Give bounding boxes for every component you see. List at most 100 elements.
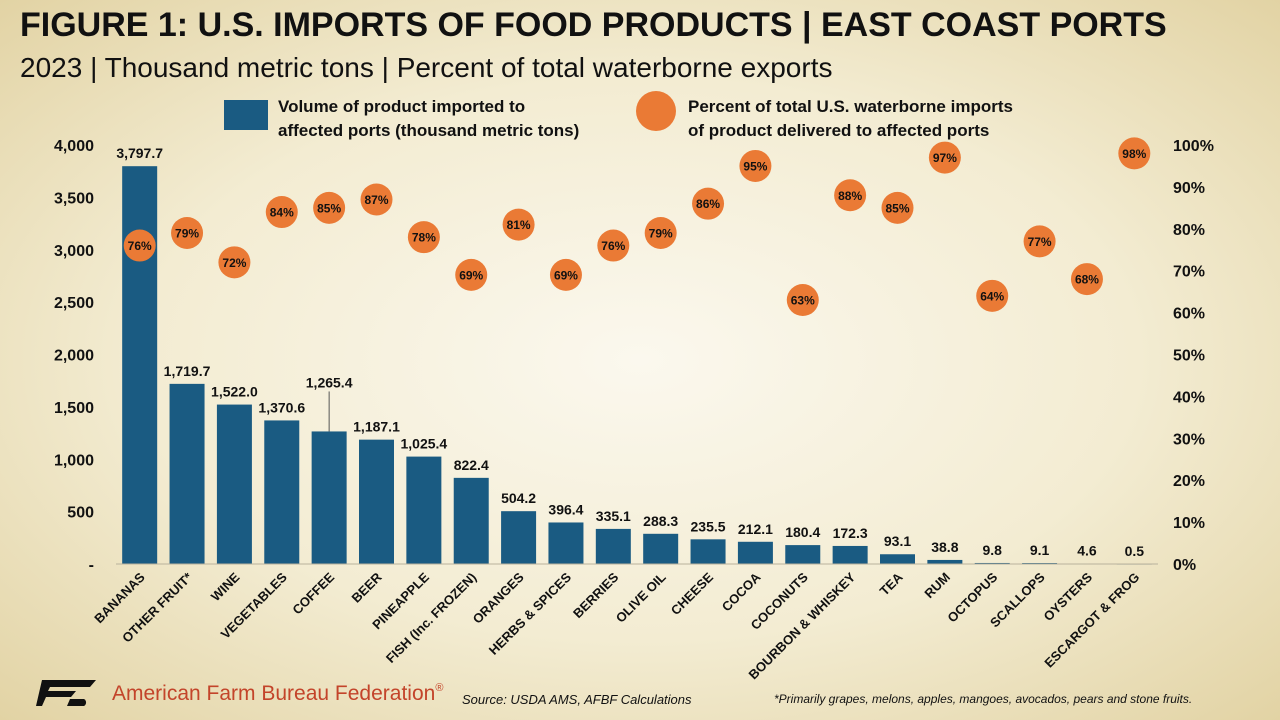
bar-value-label: 1,522.0 (211, 384, 258, 400)
legend-bar-swatch (224, 100, 268, 130)
percent-dot (1070, 263, 1103, 296)
y-left-tick-label: 4,000 (54, 138, 94, 155)
percent-dot (928, 141, 961, 174)
legend-bar-label-line1: Volume of product imported to (278, 97, 526, 116)
y-right-tick-label: 40% (1173, 389, 1205, 406)
bar-value-label: 335.1 (596, 508, 631, 524)
y-right-tick-label: 100% (1173, 138, 1214, 155)
bar-value-label: 180.4 (785, 524, 820, 540)
bar-value-label: 1,025.4 (401, 436, 448, 452)
bar-value-label: 1,370.6 (258, 399, 305, 415)
percent-dot (407, 221, 440, 254)
percent-dot-label: 69% (459, 268, 483, 282)
percent-dot-label: 76% (128, 239, 152, 253)
percent-dot-label: 85% (885, 201, 909, 215)
y-left-tick-label: 1,000 (54, 452, 94, 469)
legend-dot-label-line1: Percent of total U.S. waterborne imports (688, 97, 1013, 116)
bar-value-label: 93.1 (884, 533, 911, 549)
bar (880, 554, 915, 564)
percent-dot (549, 258, 582, 291)
y-right-tick-label: 90% (1173, 180, 1205, 197)
percent-dot-label: 68% (1075, 273, 1099, 287)
percent-dot-label: 63% (791, 294, 815, 308)
bar-value-label: 212.1 (738, 521, 773, 537)
percent-dot (786, 284, 819, 317)
legend-dot-swatch (636, 91, 676, 131)
percent-dot (692, 187, 725, 220)
percent-dot-label: 85% (317, 201, 341, 215)
y-right-tick-label: 30% (1173, 431, 1205, 448)
legend-dot-label-line2: of product delivered to affected ports (688, 121, 990, 140)
chart-title: FIGURE 1: U.S. IMPORTS OF FOOD PRODUCTS … (20, 6, 1167, 44)
bar-value-label: 1,187.1 (353, 419, 400, 435)
y-left-tick-label: 2,000 (54, 348, 94, 365)
bar-value-label: 504.2 (501, 490, 536, 506)
percent-dot-label: 86% (696, 197, 720, 211)
percent-dot (123, 229, 156, 262)
percent-dot-label: 97% (933, 151, 957, 165)
chart-subtitle: 2023 | Thousand metric tons | Percent of… (20, 52, 833, 83)
bar-value-label: 235.5 (691, 518, 726, 534)
y-right-tick-label: 80% (1173, 222, 1205, 239)
percent-dot-label: 81% (507, 218, 531, 232)
y-left-tick-label: 2,500 (54, 295, 94, 312)
y-left-tick-label: 3,500 (54, 190, 94, 207)
percent-dot (644, 216, 677, 249)
percent-dot-label: 77% (1028, 235, 1052, 249)
percent-dot (313, 191, 346, 224)
y-left-tick-label: 3,000 (54, 243, 94, 260)
registered-mark: ® (435, 682, 444, 694)
percent-dot (171, 216, 204, 249)
percent-dot-label: 88% (838, 189, 862, 203)
bar (643, 533, 679, 564)
org-name: American Farm Bureau Federation® (112, 682, 443, 706)
bar (974, 562, 1010, 564)
bar (359, 439, 394, 564)
bar (832, 545, 868, 564)
percent-dot (1023, 225, 1056, 258)
bar (122, 166, 158, 564)
x-category-label: FISH (Inc. FROZEN) (383, 570, 479, 666)
afbf-logo-icon (36, 680, 96, 706)
bar-value-label: 38.8 (931, 539, 958, 555)
percent-dot (881, 191, 914, 224)
x-category-label: CHEESE (668, 569, 717, 618)
percent-dot (360, 183, 393, 216)
percent-dot-label: 69% (554, 268, 578, 282)
bar (453, 477, 489, 564)
org-name-text: American Farm Bureau Federation (112, 682, 436, 705)
bar-value-label: 172.3 (833, 525, 868, 541)
y-right-tick-label: 0% (1173, 557, 1196, 574)
percent-dot (597, 229, 630, 262)
legend-bar-label: Volume of product imported to affected p… (278, 95, 579, 143)
y-left-tick-label: 1,500 (54, 400, 94, 417)
x-category-label: COCOA (719, 569, 764, 614)
bar (548, 522, 584, 564)
percent-dot (1118, 137, 1151, 170)
percent-dot (739, 149, 772, 182)
y-left-tick-label: 500 (67, 505, 94, 522)
percent-dot-label: 84% (270, 206, 294, 220)
x-category-label: WINE (208, 569, 243, 604)
percent-dot-label: 78% (412, 231, 436, 245)
percent-dot-label: 79% (649, 226, 673, 240)
bar (501, 511, 537, 564)
percent-dot (976, 279, 1009, 312)
percent-dot (265, 196, 298, 229)
percent-dot-label: 79% (175, 226, 199, 240)
bar-value-label: 396.4 (548, 501, 583, 517)
percent-dot-label: 98% (1122, 147, 1146, 161)
percent-dot (218, 246, 251, 279)
bar (216, 404, 252, 564)
bar (169, 383, 205, 564)
y-right-tick-label: 20% (1173, 473, 1205, 490)
footnote: *Primarily grapes, melons, apples, mango… (774, 692, 1193, 706)
bar-value-label: 9.8 (982, 542, 1002, 558)
percent-dot (455, 258, 488, 291)
bar-value-label: 0.5 (1125, 543, 1145, 559)
percent-dot-label: 64% (980, 289, 1004, 303)
percent-dot-label: 95% (743, 159, 767, 173)
x-category-label: RUM (921, 570, 953, 602)
percent-dot (834, 179, 867, 212)
